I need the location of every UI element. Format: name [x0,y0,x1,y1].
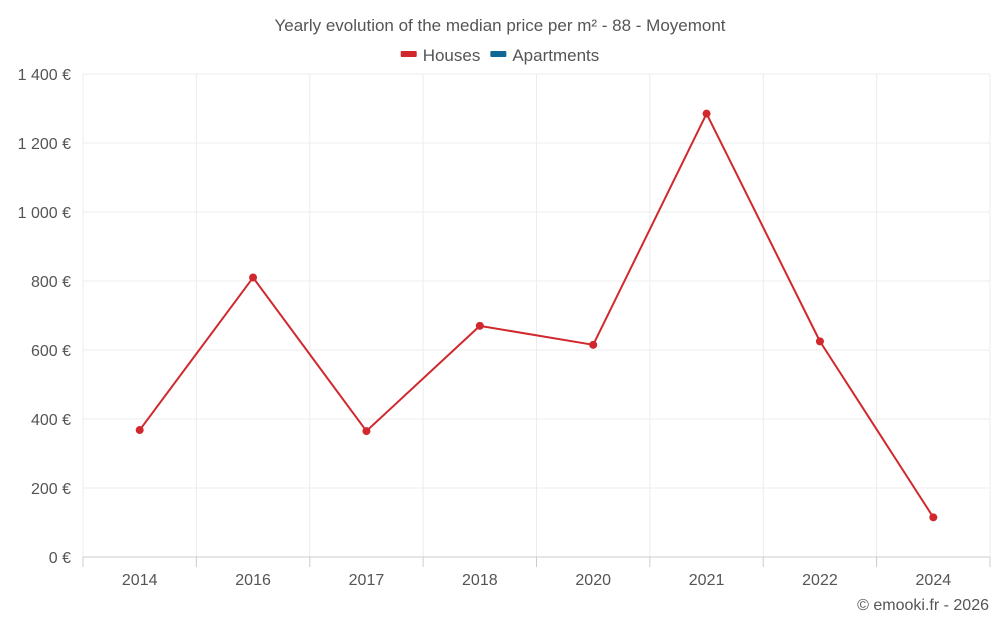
x-tick-label: 2022 [802,572,838,589]
credit-text: © emooki.fr - 2026 [857,597,989,614]
x-tick-label: 2014 [122,572,158,589]
legend-label-apartments[interactable]: Apartments [512,46,599,65]
data-point-houses-2024[interactable] [929,513,938,522]
legend-swatch-houses[interactable] [400,51,417,57]
y-tick-label: 1 200 € [18,136,71,153]
data-point-houses-2020[interactable] [589,340,598,349]
series-group [135,109,938,522]
series-line-houses [138,112,935,518]
x-tick-label: 2024 [916,572,952,589]
grid [82,73,991,557]
x-axis: 2014 2016 2017 2018 2020 2021 2022 2024 [82,556,991,589]
y-tick-label: 800 € [31,274,71,291]
data-point-houses-2018[interactable] [475,321,484,330]
data-point-houses-2021[interactable] [702,109,711,118]
y-tick-label: 400 € [31,412,71,429]
x-tick-label: 2021 [689,572,725,589]
x-tick-label: 2017 [349,572,385,589]
y-tick-label: 0 € [49,550,71,567]
y-tick-label: 1 400 € [18,67,71,84]
y-axis: 0 € 200 € 400 € 600 € 800 € 1 000 € 1 200 € 1 4… [18,67,71,567]
x-tick-label: 2020 [575,572,611,589]
y-tick-label: 600 € [31,343,71,360]
data-point-houses-2022[interactable] [815,337,824,346]
legend: Houses Apartments [400,46,599,65]
chart-title: Yearly evolution of the median price per… [274,16,725,35]
x-tick-label: 2016 [235,572,271,589]
data-point-houses-2014[interactable] [135,426,144,435]
data-point-houses-2017[interactable] [362,427,371,436]
legend-swatch-apartments[interactable] [490,51,507,57]
legend-label-houses[interactable]: Houses [423,46,481,65]
x-tick-label: 2018 [462,572,498,589]
data-point-houses-2016[interactable] [249,273,258,282]
y-tick-label: 1 000 € [18,205,71,222]
y-tick-label: 200 € [31,481,71,498]
